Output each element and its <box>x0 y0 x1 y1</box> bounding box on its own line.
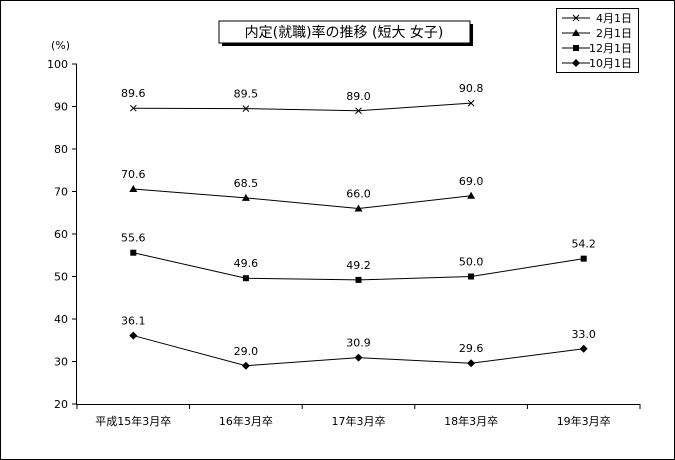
y-tick-label: 40 <box>54 313 68 326</box>
data-point <box>242 105 250 112</box>
data-label: 70.6 <box>121 168 146 181</box>
data-label: 89.5 <box>234 88 259 101</box>
chart-title: 内定(就職)率の推移 (短大 女子) <box>218 20 473 46</box>
data-point <box>129 331 138 340</box>
y-tick-label: 70 <box>54 186 68 199</box>
data-point <box>129 104 137 112</box>
series-line <box>133 188 472 210</box>
data-point <box>468 273 475 280</box>
data-label: 69.0 <box>459 175 484 188</box>
legend-box <box>556 8 639 73</box>
y-unit-label: (%) <box>51 39 70 52</box>
x-tick-label: 17年3月卒 <box>332 414 386 428</box>
data-label: 68.5 <box>234 177 259 190</box>
data-label: 50.0 <box>459 256 484 269</box>
legend-label: 2月1日 <box>596 27 632 40</box>
x-tick-label: 16年3月卒 <box>219 414 273 428</box>
data-label: 89.6 <box>121 87 146 100</box>
data-point <box>354 353 363 362</box>
data-point <box>579 344 588 353</box>
data-label: 55.6 <box>121 232 146 245</box>
data-point <box>580 255 587 262</box>
y-ticks: 20 30 40 50 60 70 80 90 100 <box>47 58 77 411</box>
data-label: 89.0 <box>346 90 371 103</box>
y-tick-label: 90 <box>54 101 68 114</box>
data-label: 49.2 <box>346 259 371 272</box>
data-point <box>467 191 476 199</box>
data-label: 66.0 <box>346 188 371 201</box>
y-tick-label: 80 <box>54 143 68 156</box>
data-point <box>241 361 250 370</box>
data-point <box>355 107 362 115</box>
y-tick-label: 60 <box>54 228 68 241</box>
legend-label: 4月1日 <box>596 12 632 25</box>
data-label: 36.1 <box>121 315 146 328</box>
x-tick-label: 18年3月卒 <box>444 414 498 428</box>
legend-marker <box>572 14 580 22</box>
legend-marker <box>572 59 580 67</box>
x-tick-label: 19年3月卒 <box>557 414 611 428</box>
data-point <box>355 276 362 283</box>
x-ticks: 平成15年3月卒 16年3月卒 17年3月卒 18年3月卒 19年3月卒 <box>76 404 641 428</box>
legend-label: 12月1日 <box>589 42 632 55</box>
data-point-stroke-b <box>129 104 137 112</box>
y-tick-label: 50 <box>54 271 68 284</box>
x-tick-label: 平成15年3月卒 <box>95 414 171 428</box>
legend-item: 12月1日 <box>562 42 632 55</box>
data-label: 49.6 <box>234 257 259 270</box>
legend-item: 4月1日 <box>562 12 632 25</box>
data-point-stroke-b <box>355 107 362 115</box>
legend-marker <box>572 29 580 36</box>
data-label: 54.2 <box>571 238 596 251</box>
data-point <box>354 204 363 212</box>
y-tick-label: 100 <box>47 58 68 71</box>
series-line <box>133 102 472 112</box>
data-point <box>130 249 137 256</box>
data-point <box>467 99 475 107</box>
data-label: 90.8 <box>459 82 484 95</box>
title-box <box>218 20 471 44</box>
title-text: 内定(就職)率の推移 (短大 女子) <box>245 24 444 41</box>
data-point-stroke-b <box>467 99 475 107</box>
y-tick-label: 30 <box>54 356 68 369</box>
data-point <box>129 184 138 192</box>
series-group <box>129 99 588 370</box>
legend: 4月1日 2月1日 12月1日 10月1日 <box>556 8 639 73</box>
data-labels: 89.6 89.5 89.0 90.8 70.6 68.5 66.0 69.0 55.6 49.6… <box>121 82 596 358</box>
legend-marker-stroke-b <box>572 14 580 22</box>
legend-label: 10月1日 <box>589 57 632 70</box>
data-label: 30.9 <box>346 337 371 350</box>
data-point <box>241 193 250 201</box>
legend-item: 10月1日 <box>562 57 632 70</box>
legend-marker <box>573 45 579 51</box>
y-tick-label: 20 <box>54 398 68 411</box>
data-point <box>467 359 476 368</box>
legend-item: 2月1日 <box>562 27 632 40</box>
data-point <box>242 275 249 282</box>
data-label: 29.6 <box>459 342 484 355</box>
data-label: 29.0 <box>234 345 259 358</box>
data-point-stroke-b <box>242 105 250 112</box>
data-label: 33.0 <box>571 328 596 341</box>
